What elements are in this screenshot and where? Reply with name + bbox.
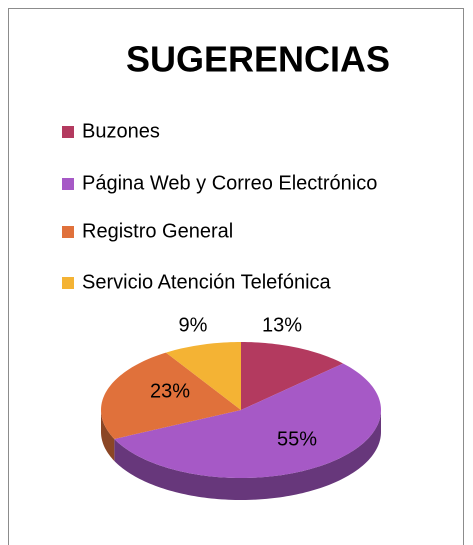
data-label: 55% bbox=[277, 428, 317, 450]
pie: 13% 55% 23% 9% bbox=[101, 314, 381, 500]
legend-label: Registro General bbox=[82, 220, 233, 242]
legend-swatch bbox=[62, 126, 74, 138]
pie-side bbox=[114, 410, 381, 500]
legend-label: Servicio Atención Telefónica bbox=[82, 271, 332, 293]
data-label: 23% bbox=[150, 380, 190, 402]
legend-label: Página Web y Correo Electrónico bbox=[82, 172, 377, 194]
legend-swatch bbox=[62, 178, 74, 190]
legend: Buzones Página Web y Correo Electrónico Re… bbox=[62, 120, 377, 293]
legend-swatch bbox=[62, 226, 74, 238]
pie-side bbox=[101, 410, 115, 461]
pie-slice bbox=[241, 342, 344, 410]
data-label: 9% bbox=[179, 314, 208, 336]
data-label: 13% bbox=[262, 314, 302, 336]
legend-label: Buzones bbox=[82, 120, 160, 142]
pie-slice bbox=[165, 342, 241, 410]
chart-title: SUGERENCIAS bbox=[126, 39, 390, 80]
legend-swatch bbox=[62, 277, 74, 289]
pie-slice bbox=[101, 352, 242, 439]
pie-slice bbox=[114, 363, 381, 478]
